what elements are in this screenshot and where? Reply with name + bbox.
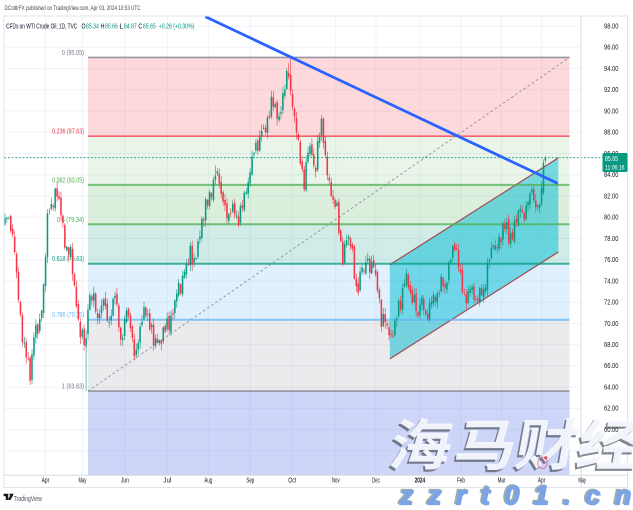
svg-text:zzrt01.cn: zzrt01.cn bbox=[397, 479, 633, 509]
svg-text:L: L bbox=[119, 23, 123, 30]
svg-text:85.66: 85.66 bbox=[105, 23, 118, 30]
svg-text:74.00: 74.00 bbox=[604, 278, 619, 285]
svg-text:C: C bbox=[138, 23, 142, 30]
svg-text:Nov: Nov bbox=[332, 478, 340, 485]
svg-text:Apr: Apr bbox=[42, 478, 50, 485]
svg-text:zzrt01.cn: zzrt01.cn bbox=[399, 481, 633, 510]
svg-text:O: O bbox=[82, 23, 86, 30]
svg-text:92.00: 92.00 bbox=[604, 87, 619, 94]
svg-text:88.00: 88.00 bbox=[604, 130, 619, 137]
svg-text:Dec: Dec bbox=[372, 478, 380, 485]
svg-text:Aug: Aug bbox=[204, 478, 212, 485]
svg-text:90.00: 90.00 bbox=[604, 108, 619, 115]
svg-text:TradingView: TradingView bbox=[14, 494, 43, 503]
svg-text:85.65: 85.65 bbox=[143, 23, 156, 30]
svg-text:0 (95.05): 0 (95.05) bbox=[62, 50, 84, 57]
svg-text:0.382 (83.05): 0.382 (83.05) bbox=[52, 177, 84, 184]
svg-text:84.87: 84.87 bbox=[124, 23, 137, 30]
svg-text:68.00: 68.00 bbox=[604, 342, 619, 349]
svg-text:0.618 (75.63): 0.618 (75.63) bbox=[52, 256, 84, 263]
svg-text:Apr: Apr bbox=[538, 478, 546, 485]
svg-text:H: H bbox=[101, 23, 105, 30]
svg-text:66.00: 66.00 bbox=[604, 363, 619, 370]
svg-text:Mar: Mar bbox=[498, 478, 506, 485]
svg-text:94.00: 94.00 bbox=[604, 66, 619, 73]
svg-text:72.00: 72.00 bbox=[604, 300, 619, 307]
svg-text:64.00: 64.00 bbox=[604, 385, 619, 392]
svg-text:85.34: 85.34 bbox=[86, 23, 99, 30]
svg-text:1 (63.63): 1 (63.63) bbox=[62, 384, 84, 391]
svg-text:60.00: 60.00 bbox=[604, 427, 619, 434]
svg-text:May: May bbox=[578, 478, 586, 485]
svg-text:0.236 (87.63): 0.236 (87.63) bbox=[52, 129, 84, 136]
svg-text:78.00: 78.00 bbox=[604, 236, 619, 243]
svg-text:Jul: Jul bbox=[163, 478, 171, 485]
svg-text:+0.26 (+0.30%): +0.26 (+0.30%) bbox=[159, 23, 195, 30]
svg-text:0.786 (70.35): 0.786 (70.35) bbox=[52, 312, 84, 319]
svg-text:0.5 (79.34): 0.5 (79.34) bbox=[57, 217, 84, 224]
svg-text:CFDs on WTI Crude Oil, 1D, TVC: CFDs on WTI Crude Oil, 1D, TVC bbox=[6, 23, 77, 30]
svg-text:Feb: Feb bbox=[457, 478, 465, 485]
svg-text:11:06:16: 11:06:16 bbox=[605, 165, 625, 172]
svg-text:96.00: 96.00 bbox=[604, 45, 619, 52]
svg-text:Jun: Jun bbox=[121, 478, 129, 485]
svg-text:DCottlrFX published on Trading: DCottlrFX published on TradingView.com, … bbox=[5, 5, 141, 12]
svg-text:62.00: 62.00 bbox=[604, 406, 619, 413]
svg-text:76.00: 76.00 bbox=[604, 257, 619, 264]
svg-text:70.00: 70.00 bbox=[604, 321, 619, 328]
svg-text:84.00: 84.00 bbox=[604, 172, 619, 179]
svg-text:May: May bbox=[79, 478, 87, 485]
svg-text:85.65: 85.65 bbox=[605, 156, 618, 163]
svg-text:82.00: 82.00 bbox=[604, 193, 619, 200]
svg-text:2024: 2024 bbox=[415, 478, 425, 485]
svg-text:98.00: 98.00 bbox=[604, 23, 619, 30]
svg-text:Sep: Sep bbox=[246, 478, 254, 485]
svg-text:80.00: 80.00 bbox=[604, 215, 619, 222]
svg-text:Oct: Oct bbox=[288, 478, 296, 485]
